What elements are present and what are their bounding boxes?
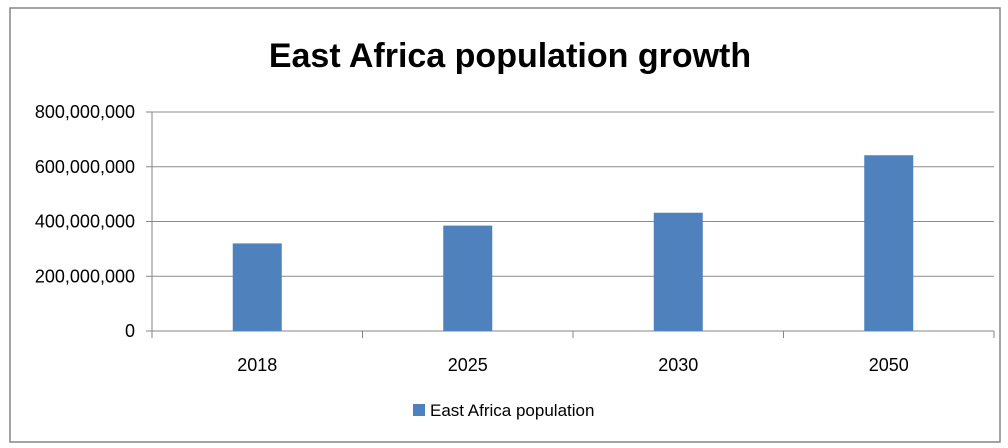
- legend-label: East Africa population: [430, 401, 594, 420]
- bar: [653, 212, 703, 331]
- y-tick-label: 400,000,000: [35, 212, 135, 232]
- bar: [232, 243, 282, 331]
- label-layer: 0 200,000,000 400,000,000 600,000,000 800,00…: [35, 102, 909, 375]
- x-tick-label: 2030: [658, 355, 698, 375]
- y-tick-label: 200,000,000: [35, 266, 135, 286]
- legend-swatch: [413, 404, 425, 416]
- y-tick-label: 800,000,000: [35, 102, 135, 122]
- chart-border: [9, 7, 1001, 443]
- bar-layer: [232, 155, 914, 331]
- axis-layer: [146, 111, 995, 338]
- y-tick-label: 600,000,000: [35, 157, 135, 177]
- y-tick-label: 0: [125, 321, 135, 341]
- x-tick-label: 2018: [237, 355, 277, 375]
- grid-layer: [152, 111, 994, 277]
- x-tick-label: 2050: [869, 355, 909, 375]
- bar: [443, 225, 493, 331]
- x-tick-label: 2025: [448, 355, 488, 375]
- chart-title: East Africa population growth: [269, 37, 751, 75]
- legend: East Africa population: [413, 401, 594, 420]
- bar: [864, 155, 914, 331]
